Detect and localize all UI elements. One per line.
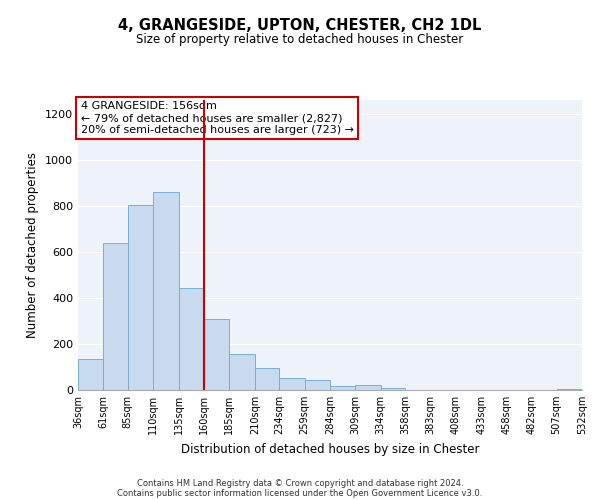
Text: 4, GRANGESIDE, UPTON, CHESTER, CH2 1DL: 4, GRANGESIDE, UPTON, CHESTER, CH2 1DL [118, 18, 482, 32]
Y-axis label: Number of detached properties: Number of detached properties [26, 152, 40, 338]
Bar [255, 368, 279, 390]
Bar [204, 318, 229, 390]
Bar [305, 380, 330, 390]
Text: Contains public sector information licensed under the Open Government Licence v3: Contains public sector information licen… [118, 488, 482, 498]
Bar [103, 242, 128, 390]
X-axis label: Distribution of detached houses by size in Chester: Distribution of detached houses by size … [181, 442, 479, 456]
Bar [381, 388, 405, 390]
Bar [179, 288, 204, 390]
Bar [330, 386, 355, 390]
Bar [279, 378, 305, 390]
Bar [229, 354, 255, 390]
Bar [78, 359, 103, 390]
Text: 4 GRANGESIDE: 156sqm
← 79% of detached houses are smaller (2,827)
20% of semi-de: 4 GRANGESIDE: 156sqm ← 79% of detached h… [80, 102, 353, 134]
Bar [355, 386, 381, 390]
Bar [128, 204, 153, 390]
Text: Size of property relative to detached houses in Chester: Size of property relative to detached ho… [136, 32, 464, 46]
Text: Contains HM Land Registry data © Crown copyright and database right 2024.: Contains HM Land Registry data © Crown c… [137, 478, 463, 488]
Bar [153, 192, 179, 390]
